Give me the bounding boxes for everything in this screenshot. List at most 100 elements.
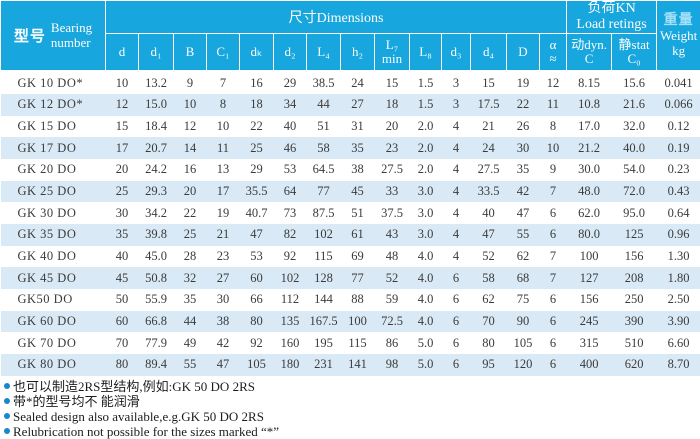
value-cell: 86 [375, 332, 410, 354]
value-cell: 45 [341, 181, 375, 203]
value-cell: 47 [240, 224, 274, 246]
value-cell: 2.0 [410, 159, 442, 181]
value-cell: 58 [471, 267, 507, 289]
value-cell: 18 [375, 94, 410, 116]
bearing-number-cell: GK50 DO [1, 289, 106, 311]
value-cell: 70 [471, 311, 507, 333]
value-cell: 44 [174, 311, 207, 333]
value-cell: 141 [341, 354, 375, 376]
value-cell: 58 [307, 137, 341, 159]
value-cell: 32 [174, 267, 207, 289]
value-cell: 37.5 [375, 202, 410, 224]
value-cell: 75 [507, 289, 540, 311]
value-cell: 0.96 [657, 224, 700, 246]
value-cell: 35.5 [240, 181, 274, 203]
value-cell: 44 [307, 94, 341, 116]
value-cell: 135 [274, 311, 307, 333]
value-cell: 62.0 [567, 202, 612, 224]
value-cell: 9 [540, 159, 567, 181]
value-cell: 80.0 [567, 224, 612, 246]
value-cell: 35 [174, 289, 207, 311]
value-cell: 102 [307, 224, 341, 246]
column-header: d₃ [442, 34, 471, 72]
value-cell: 73 [274, 202, 307, 224]
footnote-line: 带*的型号均不 能润滑 [4, 394, 700, 409]
value-cell: 21.2 [567, 137, 612, 159]
value-cell: 39.8 [139, 224, 174, 246]
value-cell: 47 [207, 354, 240, 376]
value-cell: 72.5 [375, 311, 410, 333]
value-cell: 48.0 [567, 181, 612, 203]
value-cell: 20 [375, 116, 410, 138]
value-cell: 7 [540, 181, 567, 203]
column-header: d [106, 34, 139, 72]
value-cell: 112 [274, 289, 307, 311]
bearing-number-cell: GK 20 DO [1, 159, 106, 181]
value-cell: 0.12 [657, 116, 700, 138]
value-cell: 30.0 [567, 159, 612, 181]
column-header: dₖ [240, 34, 274, 72]
value-cell: 89.4 [139, 354, 174, 376]
value-cell: 24 [471, 137, 507, 159]
value-cell: 115 [307, 246, 341, 268]
value-cell: 34.2 [139, 202, 174, 224]
value-cell: 42 [207, 332, 240, 354]
value-cell: 64.5 [307, 159, 341, 181]
value-cell: 27 [341, 94, 375, 116]
value-cell: 0.64 [657, 202, 700, 224]
value-cell: 231 [307, 354, 341, 376]
value-cell: 8.70 [657, 354, 700, 376]
column-header: 静stat C₀ [612, 34, 657, 72]
value-cell: 4 [442, 202, 471, 224]
value-cell: 15 [375, 71, 410, 94]
value-cell: 3.0 [410, 202, 442, 224]
value-cell: 51 [341, 202, 375, 224]
value-cell: 3 [442, 94, 471, 116]
value-cell: 48 [375, 246, 410, 268]
value-cell: 125 [612, 224, 657, 246]
value-cell: 0.066 [657, 94, 700, 116]
value-cell: 18.4 [139, 116, 174, 138]
bearing-number-cell: GK 45 DO [1, 267, 106, 289]
column-header: B [174, 34, 207, 72]
value-cell: 6 [442, 267, 471, 289]
value-cell: 92 [274, 246, 307, 268]
value-cell: 2.0 [410, 116, 442, 138]
value-cell: 40.7 [240, 202, 274, 224]
value-cell: 19 [507, 71, 540, 94]
value-cell: 14 [174, 137, 207, 159]
value-cell: 3.90 [657, 311, 700, 333]
bearing-number-cell: GK 80 DO [1, 354, 106, 376]
value-cell: 47 [507, 202, 540, 224]
value-cell: 50.8 [139, 267, 174, 289]
footnote-line: Relubrication not possible for the sizes… [4, 424, 700, 439]
value-cell: 25 [174, 224, 207, 246]
value-cell: 80 [240, 311, 274, 333]
bearing-number-cell: GK 60 DO [1, 311, 106, 333]
value-cell: 47 [471, 224, 507, 246]
value-cell: 120 [507, 354, 540, 376]
value-cell: 77 [341, 267, 375, 289]
value-cell: 1.5 [410, 71, 442, 94]
value-cell: 60 [240, 267, 274, 289]
value-cell: 4 [442, 159, 471, 181]
value-cell: 156 [612, 246, 657, 268]
value-cell: 38 [207, 311, 240, 333]
value-cell: 4 [442, 246, 471, 268]
bearing-number-cell: GK 10 DO* [1, 71, 106, 94]
value-cell: 52 [375, 267, 410, 289]
value-cell: 9 [174, 71, 207, 94]
bearing-number-cell: GK 30 DO [1, 202, 106, 224]
value-cell: 18 [240, 94, 274, 116]
value-cell: 167.5 [307, 311, 341, 333]
value-cell: 95.0 [612, 202, 657, 224]
value-cell: 6 [442, 311, 471, 333]
value-cell: 15.0 [139, 94, 174, 116]
column-header: L₄ [307, 34, 341, 72]
value-cell: 38 [341, 159, 375, 181]
